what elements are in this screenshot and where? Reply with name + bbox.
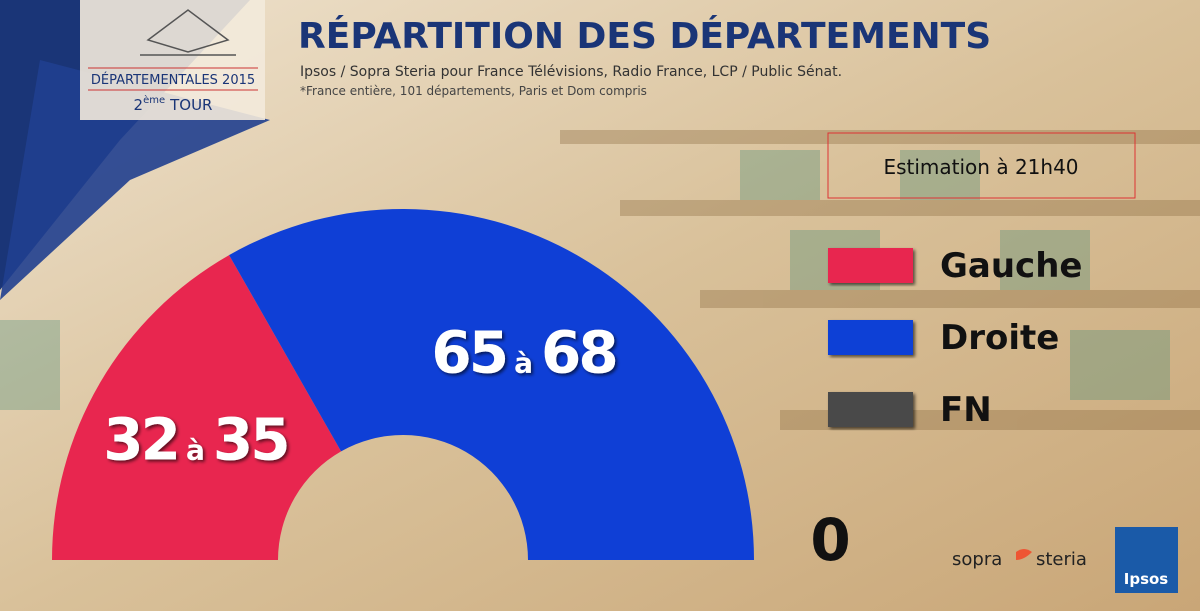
separator: à [186,433,205,466]
legend-swatch [828,248,913,283]
chart-title: RÉPARTITION DES DÉPARTEMENTS [298,15,991,57]
value: 32 [103,405,178,473]
estimation-box [827,132,1136,199]
value: 68 [541,318,616,386]
note: *France entière, 101 départements, Paris… [300,84,647,98]
logo-mark [1016,549,1032,560]
separator: à [514,346,533,379]
value: 0 [810,506,848,574]
value: 65 [431,318,506,386]
value-label: 32 à 35 [103,405,287,473]
round-suffix: ème [143,94,165,106]
legend-swatch [828,320,913,355]
badge-round: 2ème TOUR [134,94,213,114]
logo-sopra: sopra [952,549,1002,570]
ballot-icon [140,9,236,56]
badge-bg [80,0,265,120]
legend-label: Droite [940,318,1059,358]
wedge [52,255,342,560]
round-word: TOUR [169,96,212,114]
legend-label: Gauche [940,246,1082,286]
estimation: Estimation à 21h40 [883,155,1078,179]
round-number: 2 [134,96,144,114]
subtitle: Ipsos / Sopra Steria pour France Télévis… [300,64,842,80]
wedge [229,209,755,560]
value-label: 65 à 68 [431,318,615,386]
value: 35 [213,405,288,473]
value-label: 0 [810,506,848,574]
logo-steria: steria [1036,549,1087,570]
badge-line: DÉPARTEMENTALES 2015 [91,72,255,88]
logo-ipsos: Ipsos [1124,570,1169,588]
legend-label: FN [940,390,992,430]
ipsos-box [1115,527,1178,593]
legend-swatch [828,392,913,427]
